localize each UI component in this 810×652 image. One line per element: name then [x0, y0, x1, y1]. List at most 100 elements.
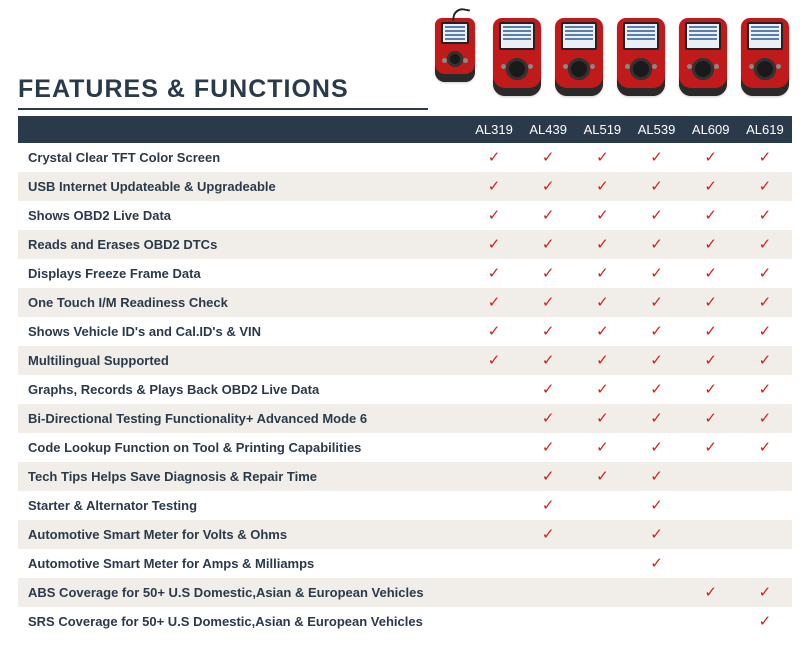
- page-container: FEATURES & FUNCTIONS AL319AL439AL519AL53…: [0, 0, 810, 636]
- support-cell: [575, 549, 629, 578]
- support-cell: ✓: [738, 578, 792, 607]
- page-title: FEATURES & FUNCTIONS: [18, 75, 428, 104]
- support-cell: [738, 491, 792, 520]
- check-icon: ✓: [704, 323, 717, 340]
- check-icon: ✓: [542, 381, 555, 398]
- check-icon: ✓: [704, 265, 717, 282]
- features-table: AL319AL439AL519AL539AL609AL619 Crystal C…: [18, 116, 792, 636]
- support-cell: ✓: [521, 433, 575, 462]
- support-cell: [684, 549, 738, 578]
- check-icon: ✓: [596, 468, 609, 485]
- product-image-al439: [490, 18, 544, 108]
- check-icon: ✓: [596, 207, 609, 224]
- check-icon: ✓: [759, 352, 772, 369]
- check-icon: ✓: [650, 468, 663, 485]
- table-row: Crystal Clear TFT Color Screen✓✓✓✓✓✓: [18, 143, 792, 172]
- check-icon: ✓: [596, 149, 609, 166]
- support-cell: [467, 607, 521, 636]
- support-cell: ✓: [575, 433, 629, 462]
- check-icon: ✓: [650, 323, 663, 340]
- support-cell: ✓: [521, 230, 575, 259]
- check-icon: ✓: [650, 294, 663, 311]
- check-icon: ✓: [542, 468, 555, 485]
- column-header: AL439: [521, 116, 575, 143]
- check-icon: ✓: [704, 149, 717, 166]
- support-cell: [684, 462, 738, 491]
- support-cell: ✓: [629, 549, 683, 578]
- check-icon: ✓: [704, 294, 717, 311]
- support-cell: ✓: [521, 259, 575, 288]
- check-icon: ✓: [759, 207, 772, 224]
- table-header-row: AL319AL439AL519AL539AL609AL619: [18, 116, 792, 143]
- check-icon: ✓: [488, 207, 501, 224]
- table-row: Reads and Erases OBD2 DTCs✓✓✓✓✓✓: [18, 230, 792, 259]
- support-cell: [467, 433, 521, 462]
- support-cell: ✓: [575, 317, 629, 346]
- support-cell: ✓: [738, 375, 792, 404]
- table-row: Graphs, Records & Plays Back OBD2 Live D…: [18, 375, 792, 404]
- feature-label: ABS Coverage for 50+ U.S Domestic,Asian …: [18, 578, 467, 607]
- support-cell: ✓: [467, 230, 521, 259]
- check-icon: ✓: [704, 236, 717, 253]
- support-cell: ✓: [575, 259, 629, 288]
- support-cell: ✓: [521, 462, 575, 491]
- check-icon: ✓: [596, 294, 609, 311]
- support-cell: ✓: [575, 404, 629, 433]
- product-images-row: [428, 18, 792, 110]
- support-cell: ✓: [521, 375, 575, 404]
- support-cell: ✓: [684, 404, 738, 433]
- support-cell: ✓: [684, 346, 738, 375]
- column-header: AL539: [629, 116, 683, 143]
- column-header: AL609: [684, 116, 738, 143]
- check-icon: ✓: [650, 410, 663, 427]
- support-cell: ✓: [575, 288, 629, 317]
- check-icon: ✓: [759, 323, 772, 340]
- support-cell: ✓: [684, 288, 738, 317]
- check-icon: ✓: [650, 149, 663, 166]
- support-cell: [467, 578, 521, 607]
- check-icon: ✓: [704, 439, 717, 456]
- support-cell: [467, 549, 521, 578]
- support-cell: ✓: [629, 433, 683, 462]
- table-row: Multilingual Supported✓✓✓✓✓✓: [18, 346, 792, 375]
- feature-label: Automotive Smart Meter for Amps & Millia…: [18, 549, 467, 578]
- support-cell: ✓: [521, 520, 575, 549]
- feature-label: Tech Tips Helps Save Diagnosis & Repair …: [18, 462, 467, 491]
- feature-label: Graphs, Records & Plays Back OBD2 Live D…: [18, 375, 467, 404]
- table-row: Bi-Directional Testing Functionality+ Ad…: [18, 404, 792, 433]
- support-cell: [467, 375, 521, 404]
- support-cell: ✓: [521, 491, 575, 520]
- support-cell: ✓: [684, 259, 738, 288]
- table-row: Automotive Smart Meter for Amps & Millia…: [18, 549, 792, 578]
- support-cell: ✓: [467, 346, 521, 375]
- support-cell: [575, 491, 629, 520]
- support-cell: ✓: [521, 317, 575, 346]
- feature-label: Code Lookup Function on Tool & Printing …: [18, 433, 467, 462]
- support-cell: ✓: [629, 259, 683, 288]
- support-cell: ✓: [629, 201, 683, 230]
- support-cell: ✓: [684, 230, 738, 259]
- check-icon: ✓: [488, 149, 501, 166]
- check-icon: ✓: [542, 236, 555, 253]
- check-icon: ✓: [704, 381, 717, 398]
- check-icon: ✓: [596, 439, 609, 456]
- support-cell: [738, 549, 792, 578]
- check-icon: ✓: [650, 497, 663, 514]
- check-icon: ✓: [650, 178, 663, 195]
- support-cell: ✓: [684, 317, 738, 346]
- table-row: Code Lookup Function on Tool & Printing …: [18, 433, 792, 462]
- support-cell: ✓: [738, 172, 792, 201]
- support-cell: ✓: [467, 201, 521, 230]
- feature-label: Starter & Alternator Testing: [18, 491, 467, 520]
- table-row: ABS Coverage for 50+ U.S Domestic,Asian …: [18, 578, 792, 607]
- feature-label: Crystal Clear TFT Color Screen: [18, 143, 467, 172]
- support-cell: ✓: [684, 433, 738, 462]
- table-row: Tech Tips Helps Save Diagnosis & Repair …: [18, 462, 792, 491]
- product-image-al519: [552, 18, 606, 108]
- table-row: Displays Freeze Frame Data✓✓✓✓✓✓: [18, 259, 792, 288]
- support-cell: [467, 404, 521, 433]
- support-cell: ✓: [738, 607, 792, 636]
- support-cell: ✓: [467, 172, 521, 201]
- check-icon: ✓: [704, 584, 717, 601]
- table-row: SRS Coverage for 50+ U.S Domestic,Asian …: [18, 607, 792, 636]
